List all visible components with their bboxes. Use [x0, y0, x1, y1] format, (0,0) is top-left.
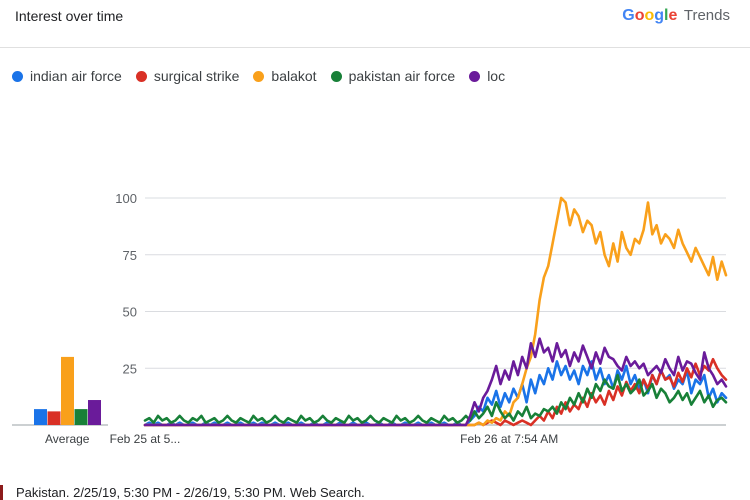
legend-label: pakistan air force — [348, 68, 456, 84]
average-bar — [61, 356, 74, 425]
legend-dot-icon — [469, 70, 481, 82]
x-tick-label: Feb 25 at 5... — [110, 432, 181, 446]
footer-accent — [0, 485, 3, 500]
y-tick-label: 100 — [115, 191, 137, 206]
legend-label: loc — [487, 68, 506, 84]
average-bar — [47, 411, 61, 425]
legend-label: surgical strike — [153, 68, 240, 84]
trends-wordmark: Trends — [683, 7, 730, 24]
legend-dot-icon — [135, 70, 147, 82]
y-tick-label: 75 — [123, 248, 137, 263]
chart-title: Interest over time — [15, 8, 124, 24]
legend-dot-icon — [12, 70, 23, 82]
legend-item-surgical-strike[interactable]: surgical strike — [135, 68, 240, 84]
series-line — [143, 337, 728, 427]
legend-label: indian air force — [30, 68, 122, 84]
header-divider — [0, 47, 750, 48]
google-trends-logo[interactable]: Google Trends — [622, 7, 730, 25]
google-wordmark: Google — [622, 7, 678, 24]
average-label: Average — [45, 432, 90, 446]
x-tick-label: Feb 26 at 7:54 AM — [460, 432, 558, 446]
legend: indian air force surgical strike balakot… — [12, 68, 505, 84]
legend-label: balakot — [271, 68, 317, 84]
series-line — [143, 373, 728, 425]
average-bar — [74, 409, 88, 425]
legend-dot-icon — [330, 70, 342, 82]
legend-item-balakot[interactable]: balakot — [253, 68, 317, 84]
legend-dot-icon — [253, 70, 265, 82]
y-tick-label: 50 — [123, 305, 137, 320]
y-tick-label: 25 — [123, 361, 137, 376]
interest-chart: 25 50 75 100 Feb 25 at 5... Feb 26 at 7:54 AM… — [12, 191, 728, 446]
legend-item-pakistan-air-force[interactable]: pakistan air force — [330, 68, 456, 84]
footer-caption: Pakistan. 2/25/19, 5:30 PM - 2/26/19, 5:… — [16, 485, 365, 500]
legend-item-loc[interactable]: loc — [469, 68, 505, 84]
average-bar — [88, 400, 101, 425]
average-bar — [34, 409, 47, 425]
legend-item-indian-air-force[interactable]: indian air force — [12, 68, 122, 84]
